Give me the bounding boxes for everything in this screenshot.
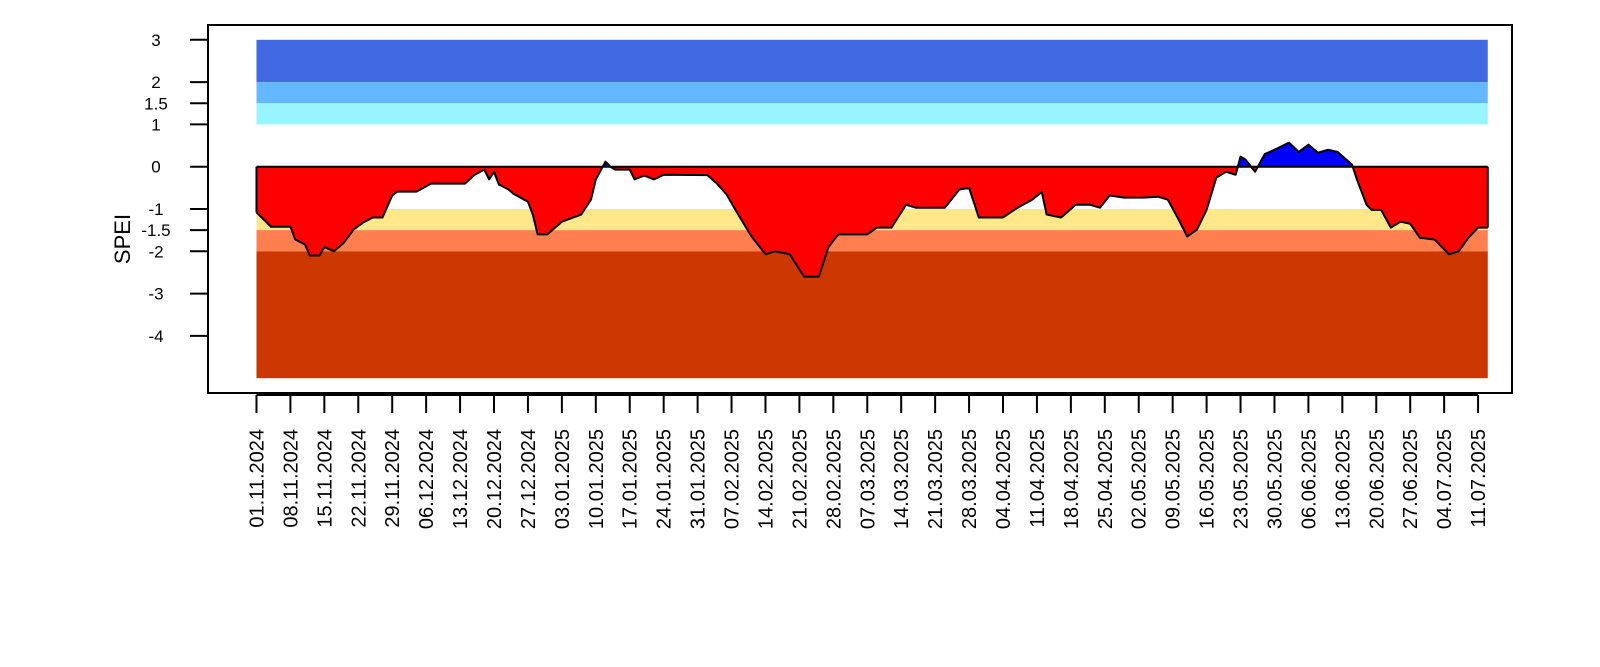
x-tick-label: 11.07.2025 (1468, 429, 1490, 528)
x-tick-label: 29.11.2024 (382, 429, 404, 528)
x-tick-label: 13.12.2024 (450, 429, 472, 529)
y-tick-label: 3 (151, 31, 160, 50)
x-tick-label: 21.02.2025 (789, 429, 811, 529)
y-tick-label: 1.5 (144, 94, 168, 113)
band (256, 230, 1488, 252)
x-tick-label: 16.05.2025 (1197, 429, 1219, 529)
x-tick-label: 23.05.2025 (1231, 429, 1253, 529)
x-tick-label: 30.05.2025 (1264, 429, 1286, 529)
y-tick-label: 2 (151, 73, 160, 92)
x-tick-label: 08.11.2024 (280, 429, 302, 528)
x-tick-label: 21.03.2025 (925, 429, 947, 529)
x-tick-label: 14.02.2025 (755, 429, 777, 529)
y-tick-label: 0 (151, 158, 160, 177)
x-tick-label: 27.12.2024 (518, 429, 540, 529)
spei-line (255, 141, 1488, 278)
x-tick-label: 01.11.2024 (246, 429, 268, 528)
x-tick-label: 02.05.2025 (1129, 429, 1151, 529)
x-tick-label: 06.06.2025 (1298, 429, 1320, 529)
x-tick-label: 04.07.2025 (1434, 429, 1456, 529)
x-tick-label: 11.04.2025 (1027, 429, 1049, 528)
x-tick-label: 31.01.2025 (688, 429, 710, 529)
x-tick-label: 20.06.2025 (1366, 429, 1388, 529)
x-tick-label: 27.06.2025 (1400, 429, 1422, 529)
y-axis-label: SPEI (110, 214, 135, 264)
band (256, 103, 1488, 125)
x-tick-label: 14.03.2025 (891, 429, 913, 529)
y-tick-label: 1 (151, 115, 160, 134)
x-tick-label: 04.04.2025 (993, 429, 1015, 529)
x-tick-label: 28.03.2025 (959, 429, 981, 529)
x-tick-label: 07.02.2025 (722, 429, 744, 529)
y-tick-label: -4 (148, 327, 163, 346)
x-tick-label: 10.01.2025 (586, 429, 608, 529)
x-tick-label: 20.12.2024 (484, 429, 506, 529)
x-tick-label: 25.04.2025 (1095, 429, 1117, 529)
x-tick-label: 13.06.2025 (1332, 429, 1354, 529)
negative-area (256, 166, 1488, 277)
x-tick-label: 15.11.2024 (314, 429, 336, 528)
x-tick-label: 17.01.2025 (620, 429, 642, 529)
x-tick-label: 07.03.2025 (857, 429, 879, 529)
x-tick-label: 18.04.2025 (1061, 429, 1083, 529)
x-tick-label: 06.12.2024 (416, 429, 438, 529)
band (256, 39, 1488, 83)
x-tick-label: 22.11.2024 (348, 429, 370, 528)
x-tick-label: 09.05.2025 (1163, 429, 1185, 529)
y-tick-label: -1.5 (141, 221, 170, 240)
y-tick-label: -1 (148, 200, 163, 219)
y-tick-label: -2 (148, 242, 163, 261)
band (256, 82, 1488, 104)
x-tick-label: 28.02.2025 (823, 429, 845, 529)
y-tick-label: -3 (148, 285, 163, 304)
x-tick-label: 24.01.2025 (654, 429, 676, 529)
band (256, 251, 1488, 379)
x-tick-label: 03.01.2025 (552, 429, 574, 529)
